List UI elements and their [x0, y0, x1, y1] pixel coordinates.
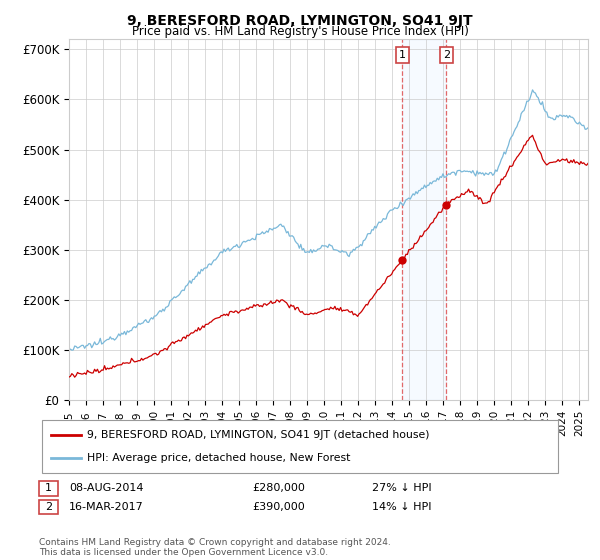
Text: £280,000: £280,000	[252, 483, 305, 493]
Text: 9, BERESFORD ROAD, LYMINGTON, SO41 9JT: 9, BERESFORD ROAD, LYMINGTON, SO41 9JT	[127, 14, 473, 28]
Text: 2: 2	[443, 50, 450, 60]
Text: Contains HM Land Registry data © Crown copyright and database right 2024.
This d: Contains HM Land Registry data © Crown c…	[39, 538, 391, 557]
Text: 2: 2	[45, 502, 52, 512]
Bar	[402, 39, 446, 400]
Text: 14% ↓ HPI: 14% ↓ HPI	[372, 502, 431, 512]
Text: 9, BERESFORD ROAD, LYMINGTON, SO41 9JT (detached house): 9, BERESFORD ROAD, LYMINGTON, SO41 9JT (…	[87, 430, 430, 440]
Text: 08-AUG-2014: 08-AUG-2014	[69, 483, 143, 493]
Text: 16-MAR-2017: 16-MAR-2017	[69, 502, 144, 512]
Text: 1: 1	[45, 483, 52, 493]
Text: 27% ↓ HPI: 27% ↓ HPI	[372, 483, 431, 493]
Text: HPI: Average price, detached house, New Forest: HPI: Average price, detached house, New …	[87, 453, 350, 463]
Text: 1: 1	[399, 50, 406, 60]
Text: Price paid vs. HM Land Registry's House Price Index (HPI): Price paid vs. HM Land Registry's House …	[131, 25, 469, 38]
Text: £390,000: £390,000	[252, 502, 305, 512]
